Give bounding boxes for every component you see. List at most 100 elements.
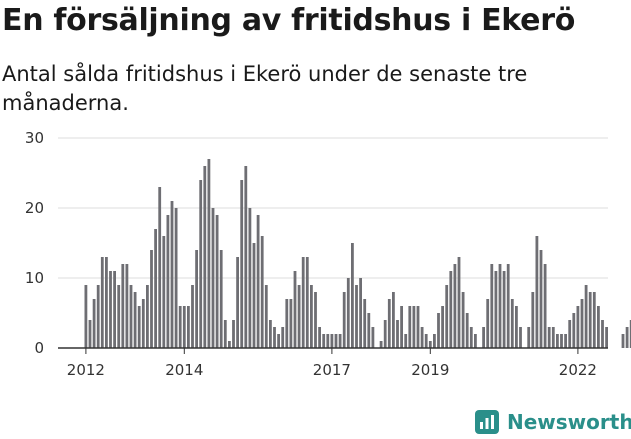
bar xyxy=(568,320,572,348)
bar xyxy=(556,334,559,348)
bar xyxy=(383,320,387,348)
bar xyxy=(105,257,108,348)
bar xyxy=(260,236,264,348)
bar xyxy=(195,250,198,348)
bar xyxy=(129,285,133,348)
bar xyxy=(551,327,555,348)
bar xyxy=(597,306,600,348)
bar xyxy=(576,306,580,348)
bar xyxy=(191,285,194,348)
bar xyxy=(539,250,543,348)
x-tick-label: 2012 xyxy=(67,361,105,379)
bar xyxy=(592,292,596,348)
bar xyxy=(264,285,268,348)
bar xyxy=(322,334,326,348)
bar xyxy=(527,327,531,348)
bar xyxy=(605,327,608,348)
bar xyxy=(629,320,631,348)
bar xyxy=(449,271,453,348)
bar xyxy=(162,236,166,348)
bar xyxy=(297,285,301,348)
y-tick-label: 0 xyxy=(34,339,44,357)
bar xyxy=(326,334,330,348)
bar xyxy=(371,327,375,348)
bar xyxy=(281,327,285,348)
bar xyxy=(150,250,153,348)
bar xyxy=(100,257,104,348)
bar xyxy=(228,341,231,348)
bar xyxy=(141,299,145,348)
bar xyxy=(412,306,416,348)
bar xyxy=(515,306,518,348)
bar xyxy=(363,299,367,348)
bar xyxy=(314,292,317,348)
bar xyxy=(301,257,305,348)
bar xyxy=(252,243,256,348)
bar xyxy=(560,334,563,348)
bar xyxy=(338,334,342,348)
bar xyxy=(273,327,276,348)
bar xyxy=(543,264,547,348)
bar xyxy=(498,264,502,348)
bar xyxy=(445,285,449,348)
bar xyxy=(580,299,584,348)
bar xyxy=(289,299,293,348)
bar xyxy=(236,257,239,348)
bar xyxy=(84,285,88,348)
bar xyxy=(547,327,551,348)
y-gridlines xyxy=(58,137,608,279)
bar xyxy=(359,278,362,348)
bar xyxy=(174,208,178,348)
bar xyxy=(223,320,227,348)
bar xyxy=(469,327,473,348)
bar xyxy=(531,292,535,348)
bar xyxy=(158,187,162,348)
bar xyxy=(88,320,92,348)
chart-subtitle: Antal sålda fritidshus i Ekerö under de … xyxy=(2,62,528,115)
bar xyxy=(625,327,629,348)
y-tick-label: 30 xyxy=(25,129,44,147)
bar xyxy=(535,236,539,348)
bar xyxy=(494,271,498,348)
bar xyxy=(420,327,424,348)
bar xyxy=(457,257,461,348)
bar xyxy=(92,299,96,348)
bar xyxy=(506,264,510,348)
bar xyxy=(330,334,334,348)
bar xyxy=(170,201,174,348)
bar xyxy=(109,271,112,348)
brand-logo[interactable]: Newsworthy xyxy=(475,405,631,439)
bar xyxy=(277,334,280,348)
bar xyxy=(113,271,116,348)
bar xyxy=(601,320,604,348)
bar xyxy=(474,334,477,348)
brand-name: Newsworthy xyxy=(507,410,631,434)
bar xyxy=(379,341,383,348)
bar xyxy=(437,313,440,348)
bar xyxy=(572,313,576,348)
bar xyxy=(166,215,170,348)
bar xyxy=(392,292,395,348)
bar xyxy=(404,334,408,348)
bar xyxy=(199,180,203,348)
chart-title: En försäljning av fritidshus i Ekerö xyxy=(2,3,575,38)
bar xyxy=(178,306,182,348)
bar xyxy=(416,306,420,348)
bar xyxy=(346,278,350,348)
bar xyxy=(256,215,260,348)
y-axis-tick-labels: 0 10 20 30 xyxy=(25,129,44,357)
bar xyxy=(351,243,354,348)
bar xyxy=(408,306,412,348)
bar xyxy=(621,334,625,348)
bar xyxy=(293,271,297,348)
bar xyxy=(310,285,313,348)
x-tick-label: 2014 xyxy=(165,361,203,379)
bar xyxy=(215,215,219,348)
y-tick-label: 20 xyxy=(25,199,44,217)
bar xyxy=(146,285,149,348)
bar xyxy=(355,285,358,348)
x-tick-label: 2017 xyxy=(313,361,351,379)
bar xyxy=(207,159,211,348)
bar xyxy=(428,341,432,348)
bars xyxy=(84,159,631,348)
